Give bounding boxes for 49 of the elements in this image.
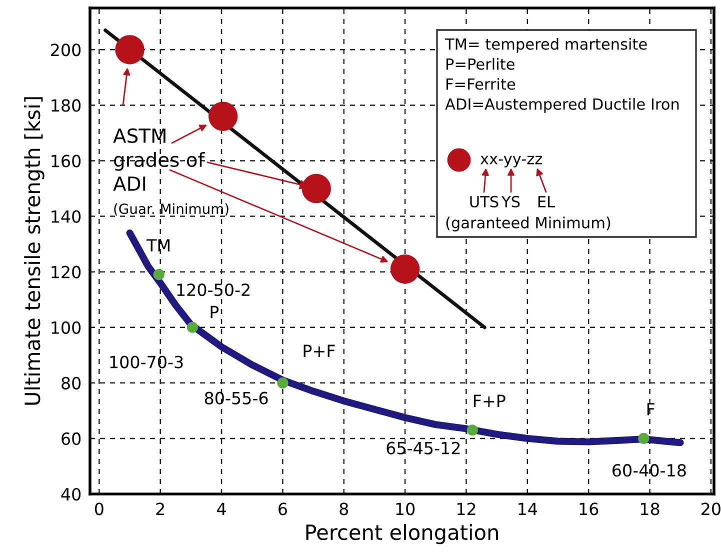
x-tick-label: 2 <box>156 502 164 515</box>
point <box>208 102 238 131</box>
x-tick-label: 8 <box>340 502 348 516</box>
annotation: 60-40-18 <box>612 464 686 477</box>
annotation: P+F <box>304 344 335 357</box>
point <box>302 174 331 204</box>
x-tick-label: 12 <box>457 502 476 515</box>
y-tick-label: 100 <box>52 321 81 334</box>
annotation: YS <box>501 196 520 208</box>
x-tick-label: 4 <box>217 502 226 515</box>
annotation: xx-yy-zz <box>480 156 542 168</box>
y-tick-label: 40 <box>61 488 81 501</box>
annotation: 100-70-3 <box>110 356 183 368</box>
x-tick-label: 0 <box>94 502 104 516</box>
x-axis-title: Percent elongation <box>306 524 498 544</box>
annotation: 65-45-12 <box>386 442 460 454</box>
point <box>638 432 650 444</box>
annotation: 80-55-6 <box>204 392 268 404</box>
x-tick-label: 18 <box>640 502 660 516</box>
x-tick-label: 14 <box>518 502 538 515</box>
point <box>390 254 420 284</box>
y-tick-label: 160 <box>52 154 81 168</box>
y-tick-label: 80 <box>62 376 81 390</box>
x-tick-label: 6 <box>278 502 287 516</box>
annotation: (Guar. Minimum) <box>114 203 228 216</box>
annotation: TM= tempered martensite P=Perlite F=Ferrite ADI=Austempered Ductile Iron <box>444 38 679 113</box>
annotation: ASTM grades of ADI <box>113 128 205 191</box>
y-tick-label: 60 <box>62 432 81 446</box>
annotation: UTS <box>470 196 498 208</box>
point <box>186 322 198 333</box>
y-axis-title: Ultimate tensile strength [ksi] <box>24 97 44 405</box>
x-tick-label: 10 <box>396 502 415 516</box>
x-tick-label: 16 <box>580 502 598 516</box>
x-tick-label: 20 <box>702 502 720 516</box>
annotation: F+P <box>474 394 506 407</box>
y-tick-label: 200 <box>51 44 81 56</box>
annotation: 120-50-2 <box>177 284 250 296</box>
point <box>466 424 478 436</box>
annotation: P <box>210 306 219 318</box>
point <box>115 35 144 64</box>
y-tick-label: 120 <box>52 266 81 278</box>
annotation: TM <box>146 239 170 252</box>
y-tick-label: 180 <box>52 99 81 112</box>
annotation: F <box>647 403 654 416</box>
point <box>277 377 288 388</box>
point <box>153 269 164 280</box>
y-tick-label: 140 <box>52 210 81 223</box>
annotation: EL <box>538 196 555 208</box>
annotation: (garanteed Minimum) <box>446 216 610 232</box>
